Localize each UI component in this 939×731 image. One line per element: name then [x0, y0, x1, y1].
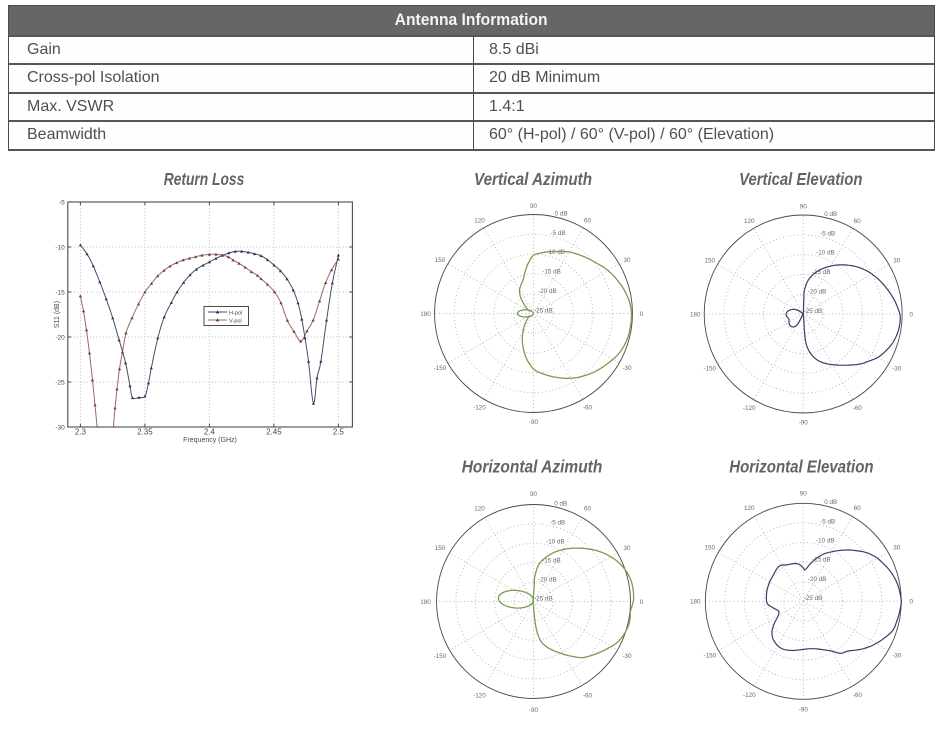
svg-text:-15 dB: -15 dB — [812, 557, 831, 564]
svg-text:-25: -25 — [55, 379, 65, 386]
svg-text:-25 dB: -25 dB — [534, 595, 553, 602]
svg-text:90: 90 — [530, 491, 538, 498]
svg-text:-60: -60 — [583, 404, 593, 411]
svg-text:0: 0 — [910, 599, 914, 606]
svg-text:-120: -120 — [473, 692, 486, 699]
svg-text:-90: -90 — [529, 707, 539, 714]
svg-text:-90: -90 — [529, 419, 539, 426]
svg-text:-25 dB: -25 dB — [534, 307, 553, 314]
svg-text:Horizontal Elevation: Horizontal Elevation — [729, 457, 873, 477]
svg-text:150: 150 — [435, 545, 446, 552]
svg-text:0 dB: 0 dB — [824, 211, 837, 218]
svg-text:0: 0 — [640, 311, 644, 318]
svg-text:-150: -150 — [703, 653, 716, 660]
svg-text:150: 150 — [435, 257, 446, 264]
svg-text:-30: -30 — [622, 365, 632, 372]
svg-text:-150: -150 — [703, 365, 716, 372]
svg-text:-10: -10 — [55, 244, 65, 251]
svg-text:-20: -20 — [55, 334, 65, 341]
svg-text:2.4: 2.4 — [204, 428, 216, 437]
svg-text:120: 120 — [474, 505, 485, 512]
svg-text:H-pol: H-pol — [229, 310, 242, 316]
svg-text:-150: -150 — [434, 653, 447, 660]
svg-text:-5 dB: -5 dB — [820, 518, 835, 525]
svg-text:-120: -120 — [743, 692, 756, 699]
svg-text:-120: -120 — [473, 404, 486, 411]
svg-text:120: 120 — [744, 218, 755, 225]
svg-text:0 dB: 0 dB — [554, 500, 567, 507]
svg-text:-30: -30 — [55, 424, 65, 431]
svg-text:Return Loss: Return Loss — [164, 169, 245, 189]
svg-text:90: 90 — [800, 203, 808, 210]
svg-text:150: 150 — [705, 545, 716, 552]
svg-text:-30: -30 — [892, 653, 902, 660]
svg-text:30: 30 — [893, 545, 901, 552]
svg-text:-20 dB: -20 dB — [538, 288, 557, 295]
svg-text:-60: -60 — [583, 692, 593, 699]
svg-text:-25 dB: -25 dB — [804, 595, 823, 602]
svg-text:-15 dB: -15 dB — [812, 269, 831, 276]
svg-text:-150: -150 — [434, 365, 447, 372]
svg-text:-10 dB: -10 dB — [546, 538, 565, 545]
svg-text:Vertical Azimuth: Vertical Azimuth — [474, 169, 592, 189]
svg-text:180: 180 — [690, 599, 701, 606]
svg-text:0: 0 — [640, 599, 644, 606]
svg-text:-60: -60 — [853, 692, 863, 699]
svg-text:-5 dB: -5 dB — [820, 230, 835, 237]
svg-text:-90: -90 — [799, 419, 809, 426]
svg-text:120: 120 — [744, 505, 755, 512]
svg-text:60: 60 — [584, 217, 592, 224]
svg-text:120: 120 — [474, 217, 485, 224]
svg-text:0 dB: 0 dB — [824, 499, 837, 506]
svg-text:Frequency (GHz): Frequency (GHz) — [183, 437, 237, 444]
svg-text:60: 60 — [854, 505, 862, 512]
svg-text:-20 dB: -20 dB — [808, 576, 827, 583]
svg-text:-30: -30 — [892, 365, 902, 372]
svg-text:180: 180 — [420, 311, 431, 318]
svg-text:-30: -30 — [622, 653, 632, 660]
svg-text:V-pol: V-pol — [229, 318, 242, 324]
svg-text:0 dB: 0 dB — [555, 210, 568, 217]
svg-text:90: 90 — [800, 491, 808, 498]
svg-text:60: 60 — [584, 505, 592, 512]
svg-text:150: 150 — [704, 257, 715, 264]
svg-text:-5 dB: -5 dB — [551, 230, 566, 237]
svg-text:S11 (dB): S11 (dB) — [54, 301, 61, 328]
svg-text:-120: -120 — [743, 405, 756, 412]
svg-text:2.45: 2.45 — [266, 428, 282, 437]
svg-text:30: 30 — [893, 257, 901, 264]
svg-text:-20 dB: -20 dB — [538, 576, 557, 583]
svg-text:-60: -60 — [853, 405, 863, 412]
svg-text:Vertical Elevation: Vertical Elevation — [739, 169, 862, 189]
svg-text:Horizontal Azimuth: Horizontal Azimuth — [462, 457, 603, 477]
svg-text:60: 60 — [854, 218, 862, 225]
svg-text:2.35: 2.35 — [137, 428, 153, 437]
svg-text:-15 dB: -15 dB — [542, 269, 561, 276]
svg-text:-15: -15 — [55, 289, 65, 296]
svg-text:-25 dB: -25 dB — [804, 308, 823, 315]
svg-text:-10 dB: -10 dB — [546, 249, 565, 256]
svg-text:-15 dB: -15 dB — [542, 557, 561, 564]
svg-text:-10 dB: -10 dB — [816, 250, 835, 257]
svg-text:30: 30 — [623, 545, 631, 552]
svg-text:90: 90 — [530, 203, 538, 210]
svg-text:-5: -5 — [59, 199, 65, 206]
svg-text:-90: -90 — [799, 707, 809, 714]
svg-text:180: 180 — [420, 599, 431, 606]
svg-text:0: 0 — [909, 311, 913, 318]
svg-text:-20 dB: -20 dB — [808, 288, 827, 295]
svg-text:180: 180 — [690, 311, 701, 318]
svg-text:30: 30 — [623, 257, 631, 264]
svg-text:-5 dB: -5 dB — [550, 519, 565, 526]
svg-text:2.3: 2.3 — [75, 428, 87, 437]
svg-text:2.5: 2.5 — [333, 428, 345, 437]
svg-text:-10 dB: -10 dB — [816, 538, 835, 545]
